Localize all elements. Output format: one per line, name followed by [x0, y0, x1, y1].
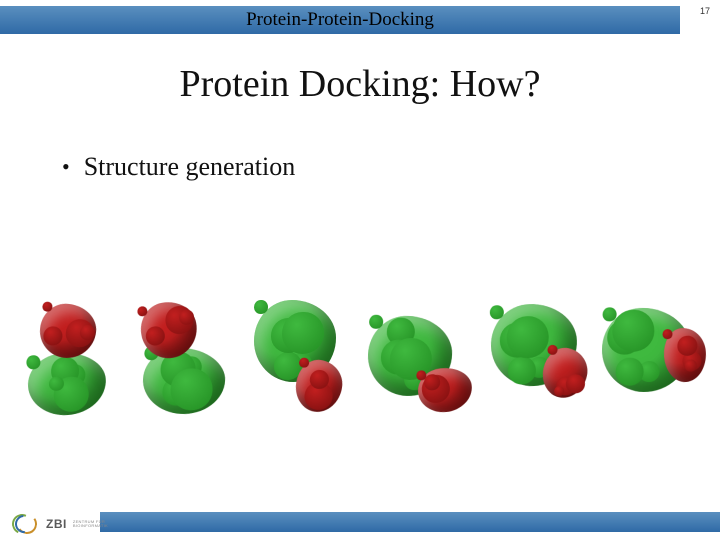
protein-bump: [42, 301, 53, 312]
protein-bump: [26, 355, 41, 370]
protein-bump: [136, 306, 148, 318]
protein-bump: [612, 309, 655, 352]
protein-complex: [135, 298, 235, 418]
footer-strip: [100, 512, 720, 532]
logo-text: ZBI: [46, 517, 67, 531]
protein-complex: [18, 298, 118, 418]
logo-text-block: ZBI: [46, 517, 67, 531]
footer-logo: ZBI ZENTRUM FÜR BIOINFORMATIK: [12, 514, 108, 534]
bullet-text: Structure generation: [84, 152, 296, 182]
protein-bump: [79, 325, 95, 341]
protein-bump: [662, 329, 673, 340]
protein-complex-row: [18, 278, 702, 418]
logo-mark: [12, 514, 40, 534]
protein-bump: [144, 325, 166, 347]
logo-sub2: BIOINFORMATIK: [73, 524, 108, 528]
footer: ZBI ZENTRUM FÜR BIOINFORMATIK: [0, 506, 720, 540]
logo-sub-block: ZENTRUM FÜR BIOINFORMATIK: [73, 520, 108, 528]
slide-title: Protein Docking: How?: [0, 62, 720, 106]
protein-bump: [506, 315, 549, 358]
bullet-marker: •: [62, 156, 70, 178]
protein-bump: [282, 312, 324, 354]
header-bar: Protein-Protein-Docking: [0, 6, 680, 34]
protein-bump: [615, 357, 643, 385]
protein-complex: [602, 298, 702, 418]
protein-bump: [169, 367, 213, 411]
protein-complex: [368, 298, 468, 418]
page-number: 17: [700, 6, 710, 16]
protein-bump: [490, 305, 504, 319]
protein-bump: [369, 315, 383, 329]
protein-red: [416, 365, 474, 414]
protein-bump: [254, 300, 268, 314]
protein-complex: [485, 298, 585, 418]
protein-complex: [252, 298, 352, 418]
protein-bump: [685, 360, 697, 372]
protein-green: [141, 346, 226, 416]
protein-green: [26, 350, 108, 417]
protein-bump: [508, 356, 537, 385]
protein-red: [292, 357, 345, 415]
protein-bump: [42, 326, 63, 347]
header-label: Protein-Protein-Docking: [246, 9, 434, 31]
bullet-row: • Structure generation: [62, 152, 295, 182]
slide: Protein-Protein-Docking 17 Protein Docki…: [0, 0, 720, 540]
protein-red: [37, 301, 98, 361]
